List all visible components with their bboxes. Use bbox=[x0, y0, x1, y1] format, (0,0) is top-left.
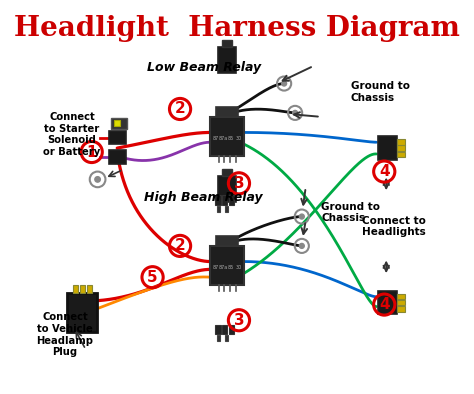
Bar bbox=[219, 177, 236, 202]
Text: Connect to
Headlights: Connect to Headlights bbox=[362, 216, 426, 237]
Text: 87: 87 bbox=[212, 136, 219, 141]
Text: 85: 85 bbox=[228, 136, 234, 141]
Bar bbox=[229, 325, 234, 334]
Bar bbox=[216, 107, 238, 117]
Bar bbox=[109, 151, 126, 164]
Text: 4: 4 bbox=[379, 297, 390, 312]
Bar bbox=[397, 300, 405, 305]
Text: 87: 87 bbox=[212, 266, 219, 270]
Circle shape bbox=[282, 81, 287, 86]
Bar bbox=[222, 195, 227, 205]
Text: 2: 2 bbox=[175, 102, 185, 117]
Text: 3: 3 bbox=[234, 176, 244, 191]
Bar bbox=[210, 117, 244, 156]
Bar bbox=[222, 169, 232, 177]
Bar bbox=[378, 291, 397, 314]
Circle shape bbox=[299, 243, 304, 248]
Text: 3: 3 bbox=[234, 313, 244, 328]
Text: Connect
to Vehicle
Headlamp
Plug: Connect to Vehicle Headlamp Plug bbox=[36, 312, 93, 357]
Bar bbox=[397, 152, 405, 157]
Text: 87a: 87a bbox=[219, 136, 228, 141]
Circle shape bbox=[299, 214, 304, 219]
Bar bbox=[397, 139, 405, 145]
Text: 4: 4 bbox=[379, 164, 390, 179]
Bar bbox=[222, 40, 232, 47]
Bar bbox=[397, 294, 405, 299]
Bar bbox=[219, 47, 236, 73]
Bar bbox=[397, 145, 405, 151]
Text: 5: 5 bbox=[147, 270, 158, 285]
Bar bbox=[111, 117, 127, 128]
Text: 1: 1 bbox=[86, 145, 97, 160]
Bar bbox=[217, 335, 220, 341]
Text: 30: 30 bbox=[236, 266, 242, 270]
Bar bbox=[229, 195, 234, 205]
Bar bbox=[114, 120, 120, 126]
Bar bbox=[215, 195, 220, 205]
Text: 87a: 87a bbox=[219, 266, 228, 270]
Bar bbox=[217, 206, 220, 212]
Circle shape bbox=[95, 177, 100, 182]
Text: Headlight  Harness Diagram: Headlight Harness Diagram bbox=[14, 15, 460, 42]
Bar bbox=[225, 335, 228, 341]
Bar bbox=[73, 285, 78, 293]
Circle shape bbox=[292, 110, 298, 115]
Text: 2: 2 bbox=[175, 238, 185, 253]
Bar bbox=[222, 325, 227, 334]
Bar bbox=[87, 285, 92, 293]
Bar bbox=[67, 293, 97, 332]
Bar bbox=[216, 236, 238, 246]
Bar bbox=[80, 285, 85, 293]
Bar bbox=[225, 206, 228, 212]
Bar bbox=[215, 325, 220, 334]
Bar bbox=[109, 131, 126, 144]
Text: Ground to
Chassis: Ground to Chassis bbox=[351, 81, 410, 103]
Text: Connect
to Starter
Solenoid
or Battery: Connect to Starter Solenoid or Battery bbox=[44, 112, 100, 157]
Text: 85: 85 bbox=[228, 266, 234, 270]
Bar bbox=[378, 136, 397, 160]
Bar bbox=[397, 306, 405, 312]
Text: 30: 30 bbox=[236, 136, 242, 141]
Text: High Beam Relay: High Beam Relay bbox=[144, 191, 263, 203]
Text: Low Beam Relay: Low Beam Relay bbox=[146, 61, 261, 74]
Text: Ground to
Chassis: Ground to Chassis bbox=[321, 202, 381, 223]
Bar bbox=[210, 246, 244, 285]
